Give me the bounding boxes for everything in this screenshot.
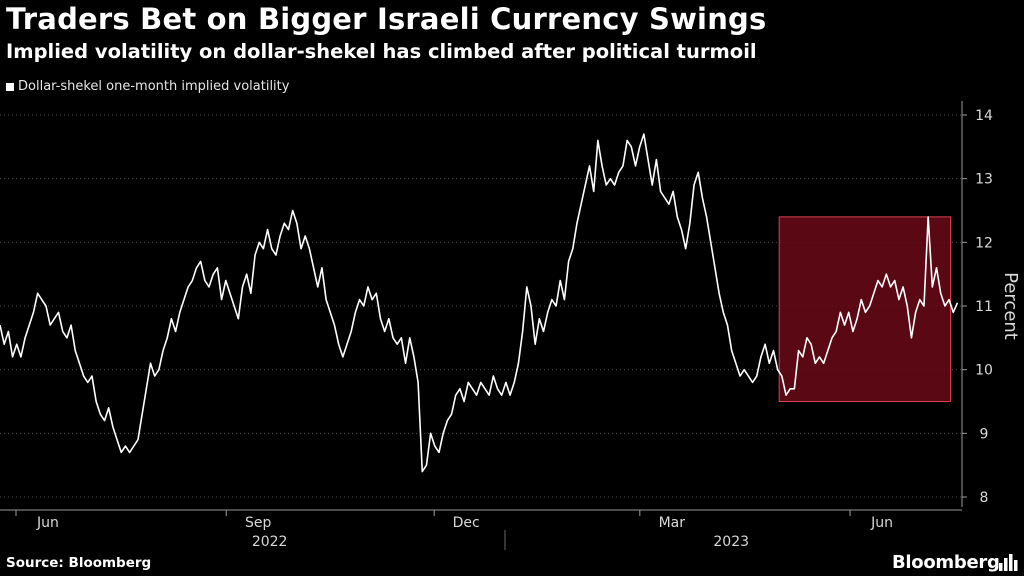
- year-label-2022: 2022: [252, 534, 288, 550]
- legend: Dollar-shekel one-month implied volatili…: [6, 79, 289, 94]
- y-tick-label-13: 13: [975, 172, 993, 188]
- x-tick-label-4: Jun: [870, 515, 893, 531]
- y-tick-label-10: 10: [975, 363, 993, 379]
- source-note: Source: Bloomberg: [6, 555, 152, 571]
- y-tick-label-14: 14: [975, 108, 993, 124]
- x-tick-label-2: Dec: [453, 515, 480, 531]
- y-tick-label-9: 9: [980, 426, 989, 442]
- bar-chart-icon: [999, 554, 1018, 571]
- chart-subtitle: Implied volatility on dollar-shekel has …: [6, 40, 757, 63]
- series-line-0: [0, 133, 959, 473]
- x-tick-label-0: Jun: [36, 515, 59, 531]
- legend-label: Dollar-shekel one-month implied volatili…: [18, 79, 290, 94]
- x-tick-label-3: Mar: [659, 515, 686, 531]
- chart-title: Traders Bet on Bigger Israeli Currency S…: [6, 2, 767, 36]
- x-tick-label-1: Sep: [245, 515, 272, 531]
- y-tick-label-12: 12: [975, 235, 993, 251]
- y-axis-label: Percent: [1000, 272, 1021, 340]
- legend-swatch: [6, 82, 14, 91]
- y-tick-label-8: 8: [980, 490, 989, 506]
- year-label-2023: 2023: [713, 534, 749, 550]
- brand-logo: Bloomberg: [892, 552, 1000, 573]
- y-tick-label-11: 11: [975, 299, 993, 315]
